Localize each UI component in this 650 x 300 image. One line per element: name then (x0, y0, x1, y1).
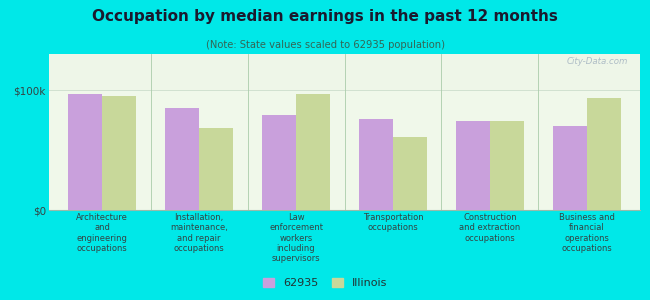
Bar (49, 54, 640, 90)
Bar (199, 128, 233, 210)
Bar (102, 96, 136, 210)
Bar (490, 121, 524, 210)
Text: (Note: State values scaled to 62935 population): (Note: State values scaled to 62935 popu… (205, 40, 445, 50)
Bar (393, 137, 427, 210)
Legend: 62935, Illinois: 62935, Illinois (263, 278, 387, 288)
Text: City-Data.com: City-Data.com (567, 57, 629, 66)
Bar (296, 94, 330, 210)
Bar (49, 90, 640, 210)
Bar (68, 94, 102, 210)
Bar (359, 119, 393, 210)
Bar (587, 98, 621, 210)
Bar (456, 121, 490, 210)
Text: Occupation by median earnings in the past 12 months: Occupation by median earnings in the pas… (92, 9, 558, 24)
Bar (165, 108, 199, 210)
Bar (553, 126, 587, 210)
Bar (262, 115, 296, 210)
